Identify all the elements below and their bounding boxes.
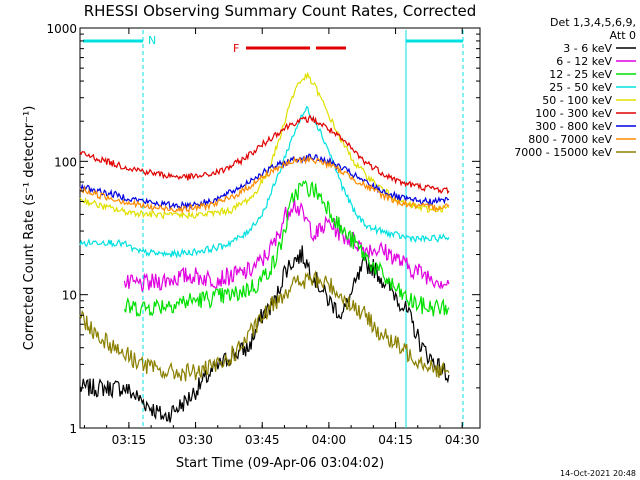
night-label: N: [148, 34, 156, 47]
series-line-8: [79, 270, 450, 382]
legend-header-line2: Att 0: [610, 29, 636, 42]
y-tick-label: 10: [62, 289, 77, 303]
legend-label-4: 50 - 100 keV: [542, 94, 612, 107]
flare-label: F: [233, 42, 239, 55]
x-tick-label: 03:45: [245, 433, 280, 447]
x-tick-label: 03:15: [112, 433, 147, 447]
plot-area: [79, 27, 481, 429]
y-tick-label: 100: [54, 155, 77, 169]
series-line-1: [123, 198, 450, 292]
series-group: [79, 71, 450, 423]
legend-label-2: 12 - 25 keV: [549, 68, 612, 81]
series-line-5: [79, 114, 450, 195]
x-tick-label: 04:00: [312, 433, 347, 447]
x-tick-label: 03:30: [178, 433, 213, 447]
legend-header-line1: Det 1,3,4,5,6,9,: [550, 16, 636, 29]
legend-label-0: 3 - 6 keV: [563, 42, 612, 55]
series-line-3: [79, 105, 450, 259]
legend-label-6: 300 - 800 keV: [535, 120, 612, 133]
y-tick-label: 1000: [46, 22, 77, 36]
legend-label-5: 100 - 300 keV: [535, 107, 612, 120]
series-line-4: [79, 71, 450, 220]
series-line-6: [79, 153, 450, 210]
x-axis-label: Start Time (09-Apr-06 03:04:02): [176, 456, 384, 471]
y-axis-label: Corrected Count Rate (s⁻¹ detector⁻¹): [22, 106, 37, 351]
series-line-7: [79, 154, 450, 215]
legend-label-1: 6 - 12 keV: [556, 55, 612, 68]
x-tick-label: 04:15: [378, 433, 413, 447]
x-tick-label: 04:30: [445, 433, 480, 447]
chart-title: RHESSI Observing Summary Count Rates, Co…: [84, 2, 477, 20]
series-line-2: [123, 179, 450, 317]
night-markers: NF: [83, 30, 464, 428]
legend-label-3: 25 - 50 keV: [549, 81, 612, 94]
axis-ticks: 03:15 03:30 03:45 04:00 04:15 04:30 1 10 100 1000: [46, 22, 480, 447]
y-tick-label: 1: [69, 422, 77, 436]
legend-label-7: 800 - 7000 keV: [528, 133, 612, 146]
legend-label-8: 7000 - 15000 keV: [514, 146, 612, 159]
footer-date: 14-Oct-2021 20:48: [560, 469, 636, 478]
